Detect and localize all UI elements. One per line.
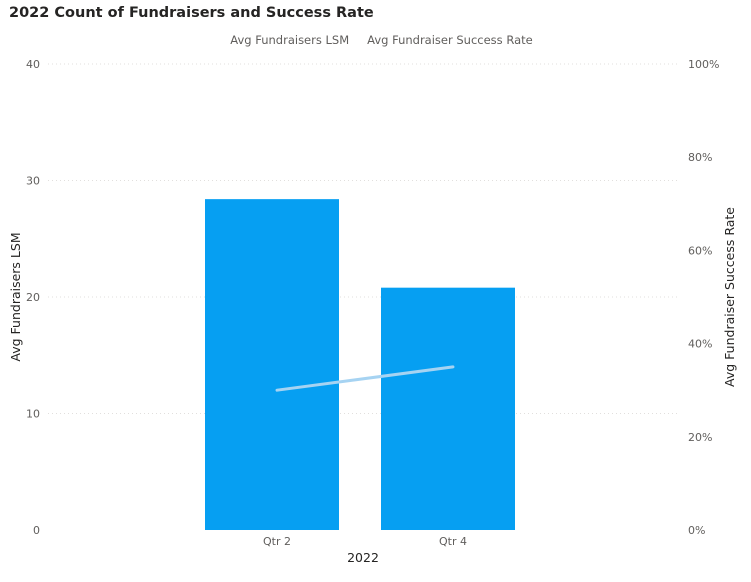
y-tick-label: 10 <box>26 408 40 421</box>
legend-label-fundraisers-lsm: Avg Fundraisers LSM <box>230 33 350 47</box>
y-axis-left-title: Avg Fundraisers LSM <box>8 232 23 361</box>
bar-series <box>205 199 515 530</box>
legend-item-success-rate[interactable]: Avg Fundraiser Success Rate <box>355 33 533 47</box>
legend-item-fundraisers-lsm[interactable]: Avg Fundraisers LSM <box>218 33 349 47</box>
legend-label-success-rate: Avg Fundraiser Success Rate <box>367 33 533 47</box>
y2-tick-label: 100% <box>688 58 719 71</box>
x-axis-ticks: Qtr 2 Qtr 4 <box>263 535 467 548</box>
success-rate-line[interactable] <box>275 365 455 392</box>
legend: Avg Fundraisers LSM Avg Fundraiser Succe… <box>0 33 751 47</box>
x-axis-title: 2022 <box>347 550 379 565</box>
y-tick-label: 30 <box>26 175 40 188</box>
gridlines <box>48 63 680 414</box>
y2-tick-label: 80% <box>688 151 712 164</box>
y-tick-label: 0 <box>33 524 40 537</box>
y-axis-left-ticks: 0 10 20 30 40 <box>26 58 40 537</box>
y-axis-right-ticks: 0% 20% 40% 60% 80% 100% <box>688 58 719 537</box>
bar-qtr-4[interactable] <box>381 287 515 530</box>
chart-title: 2022 Count of Fundraisers and Success Ra… <box>9 5 374 21</box>
y2-tick-label: 20% <box>688 431 712 444</box>
y2-tick-label: 40% <box>688 338 712 351</box>
y2-tick-label: 0% <box>688 524 705 537</box>
y-axis-right-title: Avg Fundraiser Success Rate <box>722 207 737 387</box>
x-tick-label: Qtr 2 <box>263 535 291 548</box>
bar-qtr-2[interactable] <box>205 199 339 530</box>
y2-tick-label: 60% <box>688 244 712 257</box>
y-tick-label: 20 <box>26 291 40 304</box>
x-tick-label: Qtr 4 <box>439 535 467 548</box>
line-series <box>275 365 455 392</box>
y-tick-label: 40 <box>26 58 40 71</box>
